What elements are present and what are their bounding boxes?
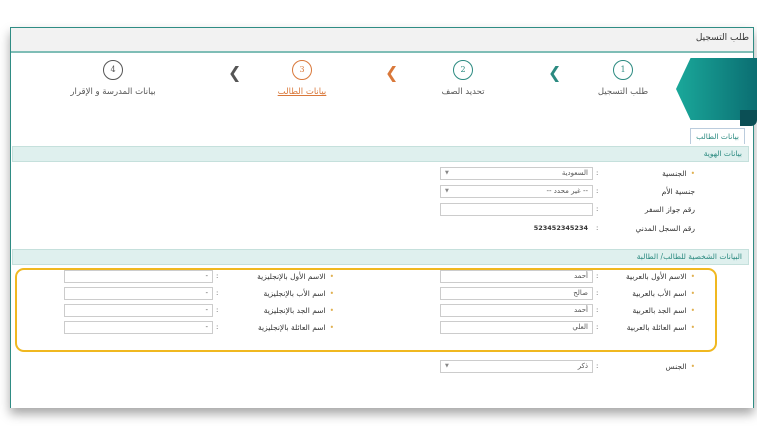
required-icon: • [690,169,695,178]
colon: : [596,289,599,297]
chevron-left-icon: ❮ [385,63,399,82]
required-icon: • [329,306,334,315]
required-icon: • [690,289,695,298]
section-title: البيانات الشخصية للطالب/ الطالبة [636,252,742,261]
registration-window: طلب التسجيل [10,27,754,408]
chevron-left-icon: ❮ [228,63,242,82]
colon: : [216,289,219,297]
text-input[interactable]: أحمد [440,304,593,317]
field-label: اسم العائلة بالإنجليزية • [258,323,334,332]
step-3[interactable]: 3 بيانات الطالب [242,60,362,97]
required-icon: • [329,289,334,298]
step-label: طلب التسجيل [597,87,649,97]
colon: : [596,272,599,280]
text-input[interactable]: - [64,321,213,334]
colon: : [596,362,599,370]
field-label: الاسم الأول بالعربية • [625,272,695,281]
section-title: بيانات الهوية [703,149,742,158]
select-field[interactable]: -- غير محدد -- ▼ [440,185,593,198]
text-input[interactable]: العلي [440,321,593,334]
colon: : [216,306,219,314]
text-input[interactable]: صالح [440,287,593,300]
value-text: 523452345234 [533,224,588,232]
colon: : [216,323,219,331]
field-label: اسم الجد بالإنجليزية • [263,306,334,315]
colon: : [596,169,599,177]
field-label: اسم الجد بالعربية • [632,306,696,315]
ribbon-fold [740,110,757,126]
title-bar: طلب التسجيل [11,28,753,53]
required-icon: • [690,306,695,315]
tab-student-data[interactable]: بيانات الطالب [690,128,745,144]
step-4[interactable]: 4 بيانات المدرسة و الإقرار [53,60,173,97]
field-label: اسم العائلة بالعربية • [626,323,695,332]
colon: : [596,323,599,331]
step-number: 2 [453,60,473,80]
field-label: رقم السجل المدني [635,224,695,233]
select-field[interactable]: ذكر ▼ [440,360,593,373]
dropdown-arrow-icon: ▼ [445,170,449,176]
step-label: بيانات المدرسة و الإقرار [70,87,156,97]
colon: : [596,306,599,314]
step-number: 4 [103,60,123,80]
field-label: اسم الأب بالعربية • [632,289,695,298]
step-1[interactable]: 1 طلب التسجيل [563,60,683,97]
field-label: اسم الأب بالإنجليزية • [263,289,334,298]
identity-section-header: بيانات الهوية [12,146,749,162]
field-label: الجنس • [665,362,695,371]
required-icon: • [690,362,695,371]
required-icon: • [690,272,695,281]
personal-section-header: البيانات الشخصية للطالب/ الطالبة [12,249,749,265]
field-label: رقم جواز السفر [644,205,695,214]
step-number: 3 [292,60,312,80]
colon: : [596,187,599,195]
step-label: تحديد الصف [441,87,485,97]
colon: : [216,272,219,280]
colon: : [596,224,599,232]
required-icon: • [329,272,334,281]
dropdown-arrow-icon: ▼ [445,188,449,194]
colon: : [596,205,599,213]
text-input[interactable]: - [64,287,213,300]
step-number: 1 [613,60,633,80]
select-field[interactable]: السعودية ▼ [440,167,593,180]
field-label: جنسية الأم [661,187,695,196]
text-input[interactable]: - [64,270,213,283]
step-2[interactable]: 2 تحديد الصف [403,60,523,97]
required-icon: • [329,323,334,332]
highlight-box [15,268,717,352]
text-input[interactable] [440,203,593,216]
chevron-left-icon: ❮ [548,63,562,82]
text-input[interactable]: - [64,304,213,317]
field-label: الجنسية • [662,169,695,178]
text-input[interactable]: أحمد [440,270,593,283]
window-title: طلب التسجيل [695,33,749,43]
step-label: بيانات الطالب [277,87,327,97]
required-icon: • [690,323,695,332]
step-ribbon [676,58,757,120]
field-label: الاسم الأول بالإنجليزية • [257,272,334,281]
dropdown-arrow-icon: ▼ [445,363,449,369]
